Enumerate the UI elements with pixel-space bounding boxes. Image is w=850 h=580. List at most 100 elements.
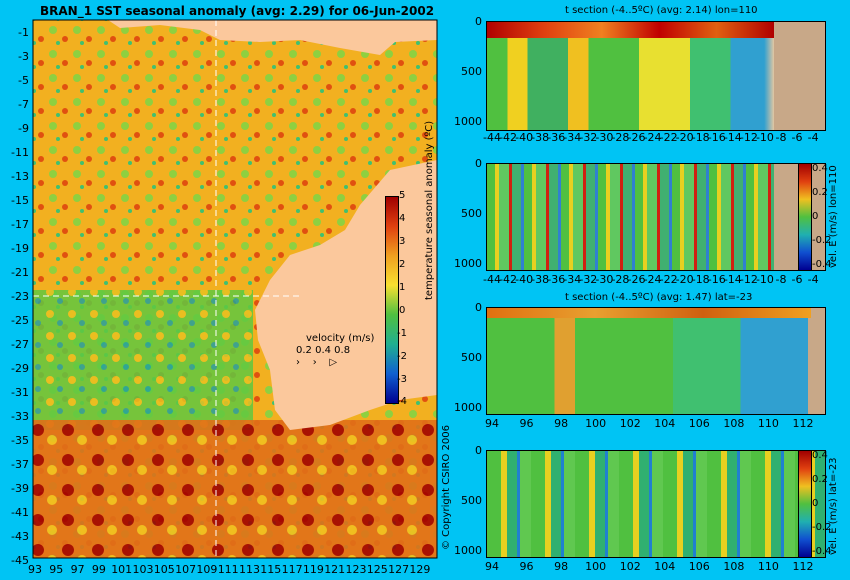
panel-x-tick: 104 (654, 417, 676, 430)
panel-x-tick: -22 (659, 131, 678, 144)
panel-x-tick: -28 (611, 273, 630, 286)
panel-x-tick: -12 (739, 273, 758, 286)
panel-x-tick: -34 (563, 131, 582, 144)
map-lat-tick: -23 (11, 290, 29, 303)
panel-x-tick: -14 (723, 273, 742, 286)
map-lat-tick: -33 (11, 410, 29, 423)
panel-x-tick: -14 (723, 131, 742, 144)
cbar-tick: 1 (399, 282, 406, 293)
panel-x-tick: -6 (791, 273, 803, 286)
panel-cbar-tick: 0.2 (812, 474, 828, 485)
cbar-tick: 0 (399, 305, 406, 316)
map-lon-tick: 129 (409, 563, 431, 576)
map-lat-tick: -7 (18, 98, 29, 111)
panel2-heatmap (486, 163, 826, 271)
panel-x-tick: -24 (643, 273, 662, 286)
map-colorbar-ticks: 5 4 3 2 1 0 -1 -2 -3 -4 (397, 190, 419, 407)
panel-x-tick: -24 (643, 131, 662, 144)
panel3-title: t section (-4..5ºC) (avg: 1.47) lat=-23 (565, 292, 753, 303)
map-lat-tick: -29 (11, 362, 29, 375)
map-lat-tick: -15 (11, 194, 29, 207)
panel-x-tick: 108 (723, 417, 745, 430)
panel-cbar-tick: -0.2 (812, 522, 832, 533)
panel-x-tick: -18 (691, 131, 710, 144)
map-lat-tick: -25 (11, 314, 29, 327)
panel-y-tick: 0 (475, 157, 482, 170)
panel-x-tick: -20 (675, 131, 694, 144)
panel1-heatmap (486, 21, 826, 131)
map-lon-tick: 97 (70, 563, 85, 576)
panel-x-tick: -16 (707, 273, 726, 286)
cbar-tick: 4 (399, 213, 406, 224)
sst-map (32, 19, 438, 559)
map-lon-tick: 125 (366, 563, 388, 576)
velocity-arrows-icon: › › ▷ (296, 357, 338, 368)
panel-cbar-tick: -0.2 (812, 235, 832, 246)
panel-x-tick: 102 (619, 560, 641, 573)
panel-x-tick: 106 (688, 417, 710, 430)
panel-cbar-tick: 0.4 (812, 163, 828, 174)
panel-x-tick: -34 (563, 273, 582, 286)
panel-x-tick: -44 (483, 131, 501, 144)
map-lat-tick: -39 (11, 482, 29, 495)
panel-x-tick: -32 (579, 273, 598, 286)
panel-x-tick: -26 (627, 131, 646, 144)
panel-y-tick: 500 (461, 351, 482, 364)
map-lat-tick: -9 (18, 122, 29, 135)
panel-x-tick: -42 (499, 131, 518, 144)
panel-x-tick: 106 (688, 560, 710, 573)
panel-x-tick: -30 (595, 273, 614, 286)
panel-y-tick: 500 (461, 494, 482, 507)
map-lon-tick: 93 (28, 563, 42, 576)
panel-x-tick: -28 (611, 131, 630, 144)
panel2-side-label: vel. E (m/s) lon=110 (828, 165, 839, 268)
map-lat-tick: -11 (11, 146, 29, 159)
cbar-tick: 3 (399, 236, 406, 247)
map-title: BRAN_1 SST seasonal anomaly (avg: 2.29) … (40, 4, 435, 18)
panel-y-tick: 0 (475, 444, 482, 457)
cbar-tick: -2 (397, 351, 407, 362)
panel-x-tick: 96 (519, 560, 534, 573)
panel-cbar-tick: 0 (812, 211, 819, 222)
panel-x-tick: -44 (483, 273, 501, 286)
map-lon-tick: 115 (260, 563, 282, 576)
panel-y-tick: 1000 (454, 544, 482, 557)
map-lon-tick: 95 (49, 563, 64, 576)
map-lon-tick: 111 (217, 563, 239, 576)
map-lat-tick: -5 (18, 74, 29, 87)
cbar-tick: -4 (397, 396, 407, 407)
panel-x-tick: 102 (619, 417, 641, 430)
panel-x-tick: -40 (515, 131, 534, 144)
map-lat-tick: -45 (11, 554, 29, 567)
panel-x-tick: 98 (554, 560, 569, 573)
panel4-heatmap (486, 450, 826, 558)
map-lon-tick: 99 (91, 563, 106, 576)
map-lon-tick: 109 (196, 563, 218, 576)
map-lat-tick: -19 (11, 242, 29, 255)
map-lat-tick: -13 (11, 170, 29, 183)
panel-x-tick: -26 (627, 273, 646, 286)
map-lon-tick: 113 (239, 563, 260, 576)
panel3-heatmap (486, 307, 826, 415)
map-lat-tick: -35 (11, 434, 29, 447)
map-lat-tick: -41 (11, 506, 29, 519)
panel-x-tick: -16 (707, 131, 726, 144)
panel-y-tick: 500 (461, 207, 482, 220)
panel-x-tick: 94 (485, 560, 499, 573)
panel-x-tick: 110 (757, 417, 779, 430)
panel-cbar-tick: -0.4 (812, 259, 832, 270)
map-lat-tick: -31 (11, 386, 29, 399)
cbar-tick: -1 (397, 328, 407, 339)
panel-y-tick: 1000 (454, 401, 482, 414)
panel-y-tick: 0 (475, 301, 482, 314)
map-lon-tick: 119 (302, 563, 324, 576)
map-lon-tick: 117 (281, 563, 303, 576)
panel-x-tick: -10 (755, 131, 774, 144)
map-lon-tick: 121 (324, 563, 346, 576)
panel-x-tick: 112 (792, 560, 814, 573)
panel-x-tick: 98 (554, 417, 569, 430)
panel-x-tick: -36 (547, 273, 566, 286)
cbar-tick: 2 (399, 259, 406, 270)
panel-cbar-tick: 0 (812, 498, 819, 509)
map-lon-tick: 123 (345, 563, 367, 576)
